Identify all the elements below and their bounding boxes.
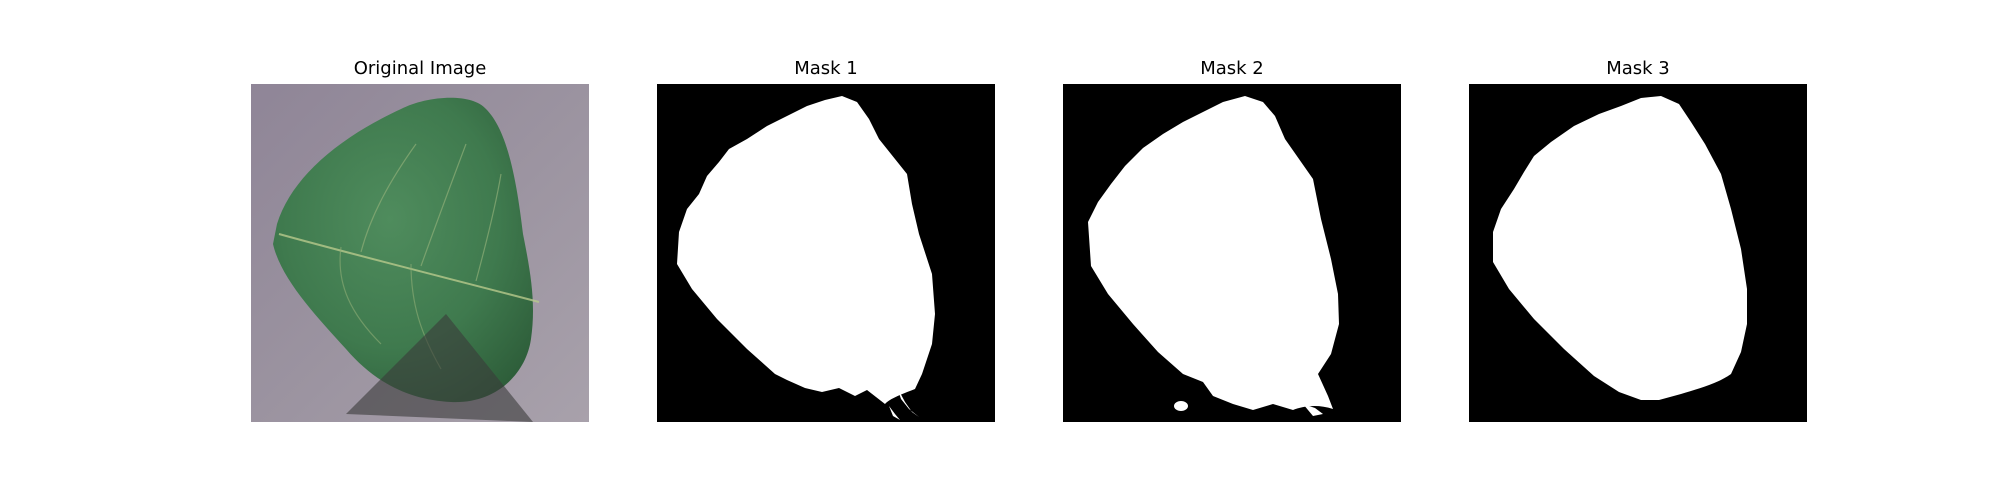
original-image bbox=[251, 84, 589, 422]
mask-2 bbox=[1063, 84, 1401, 422]
panel-title-original-image: Original Image bbox=[353, 58, 487, 79]
mask-speckle bbox=[1174, 401, 1188, 411]
leaf-midrib bbox=[278, 233, 540, 303]
panel-title-mask-3: Mask 3 bbox=[1606, 58, 1670, 79]
leaf-vein bbox=[475, 173, 502, 282]
mask-3 bbox=[1469, 84, 1807, 422]
mask-1-canvas bbox=[657, 84, 995, 422]
mask-foreground bbox=[677, 96, 935, 404]
mask-3-canvas bbox=[1469, 84, 1807, 422]
leaf-vein bbox=[360, 143, 417, 253]
mask-2-canvas bbox=[1063, 84, 1401, 422]
original-image-canvas bbox=[251, 84, 589, 422]
overlay-triangle bbox=[346, 314, 533, 422]
panel-title-mask-2: Mask 2 bbox=[1200, 58, 1264, 79]
leaf-vein bbox=[420, 143, 467, 267]
leaf-vein bbox=[339, 246, 382, 345]
mask-foreground bbox=[1493, 96, 1747, 400]
mask-foreground bbox=[1088, 96, 1339, 410]
mask-speckle bbox=[1303, 404, 1323, 416]
leaf-shape bbox=[273, 97, 534, 403]
panel-title-mask-1: Mask 1 bbox=[794, 58, 858, 79]
mask-1 bbox=[657, 84, 995, 422]
